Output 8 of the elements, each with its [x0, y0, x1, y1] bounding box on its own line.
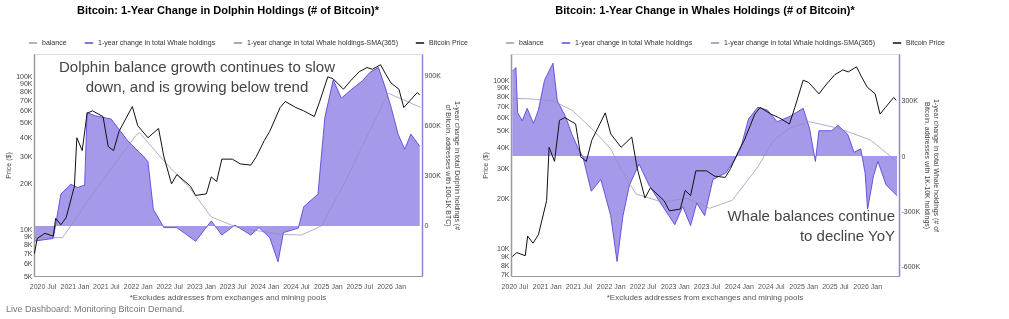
text: Live Dashboard: Monitoring Bitcoin Demand. [6, 304, 185, 314]
annotation: Whale balances continue to decline YoY [727, 207, 895, 245]
text: *Excludes addresses from exchanges and mining pools [606, 293, 804, 302]
annotation: Dolphin balance growth continues to slow down, and is growing below trend [58, 58, 336, 95]
text: *Excludes addresses from exchanges and mining pools [129, 293, 327, 302]
chart-title: Bitcoin: 1-Year Change in Whales Holdings (# of Bitcoin)* [555, 4, 856, 16]
line-series [512, 97, 898, 209]
chart-title: Bitcoin: 1-Year Change in Dolphin Holdings (# of Bitcoin)* [77, 4, 380, 16]
